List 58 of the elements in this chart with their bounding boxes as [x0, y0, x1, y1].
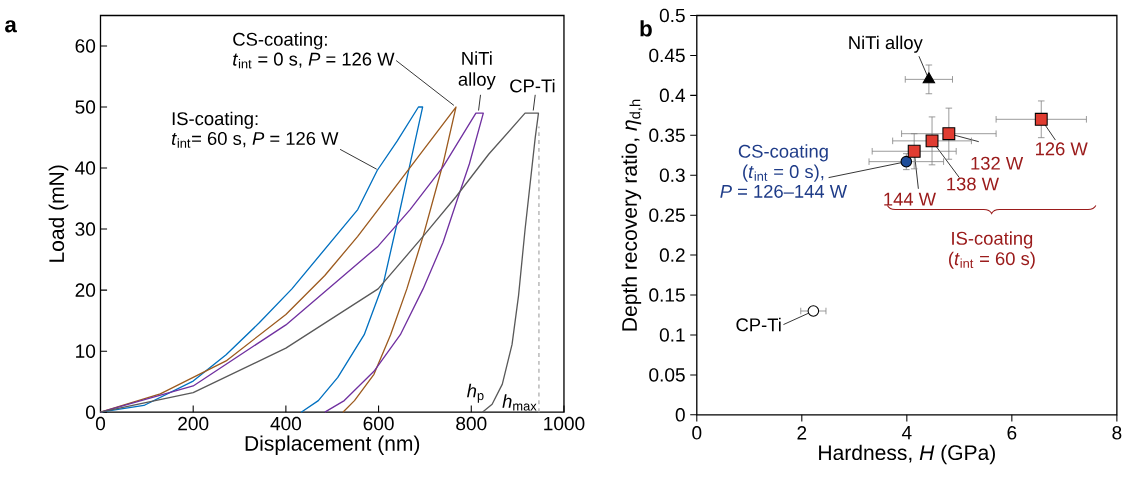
annotation: IS-coating [952, 231, 1033, 249]
chart-title: a [5, 20, 17, 33]
annotation: P = 126–144 W [720, 184, 848, 198]
point [942, 127, 956, 141]
y-tick-label: 0.05 [649, 368, 685, 382]
x-axis-title: Displacement (nm) [245, 435, 420, 455]
annotation: t$_{int}$= 60 s, P = 126 W [171, 131, 339, 148]
annotation: 132 W [971, 156, 1024, 170]
x-tick-label: 0 [692, 425, 702, 440]
annotation: IS-coating: [172, 111, 258, 129]
y-tick-label: 0.1 [659, 328, 685, 342]
x-tick-label: 200 [178, 416, 209, 431]
annotation: 126 W [1036, 142, 1088, 156]
y-tick-label: 0.3 [659, 168, 685, 182]
x-tick-label: 600 [363, 416, 394, 431]
point [922, 72, 936, 84]
ref-line-label: h$_{max}$ [502, 394, 537, 411]
y-tick-label: 0 [85, 405, 96, 419]
point [1034, 112, 1048, 126]
annotation: CS-coating: [233, 32, 327, 50]
annotation: NiTi alloy [849, 35, 923, 53]
annotation: (t$_{int}$ = 0 s), [743, 164, 824, 182]
x-tick-label: 0 [95, 416, 106, 431]
x-tick-label: 6 [1007, 425, 1017, 440]
point [925, 134, 939, 148]
annotation: CS-coating [738, 144, 828, 162]
y-tick-label: 10 [76, 344, 96, 358]
annotation: 144 W [884, 192, 936, 206]
y-axis-title: Load (mN) [48, 165, 69, 262]
y-tick-label: 0.35 [649, 128, 685, 142]
x-tick-label: 800 [456, 416, 487, 431]
annotation: 138 W [947, 177, 999, 191]
y-tick-label: 0.15 [649, 288, 685, 302]
annotation: (t$_{int}$ = 60 s) [949, 251, 1035, 269]
y-tick-label: 40 [75, 161, 96, 175]
y-tick-label: 0.25 [649, 208, 685, 222]
y-tick-label: 0.45 [649, 48, 685, 63]
x-tick-label: 2 [797, 425, 807, 440]
chart-title: b [640, 20, 652, 37]
y-tick-label: 20 [75, 283, 96, 297]
annotation: CP-Ti [510, 78, 555, 93]
point [907, 144, 921, 158]
y-tick-label: 0.2 [659, 248, 685, 262]
annotation: CP-Ti [736, 317, 781, 332]
x-tick-label: 1000 [544, 416, 585, 431]
y-tick-label: 50 [75, 100, 96, 114]
x-tick-label: 4 [901, 425, 912, 440]
annotation: NiTi alloy [458, 51, 496, 90]
x-axis-title: Hardness, H (GPa) [819, 444, 995, 465]
x-tick-label: 400 [270, 416, 302, 431]
y-tick-label: 0.4 [659, 88, 686, 103]
annotation: t$_{int}$ = 0 s, P = 126 W [233, 52, 395, 69]
y-tick-label: 30 [75, 222, 96, 236]
y-tick-label: 60 [75, 39, 96, 53]
annotation: h$_{p}$ [467, 383, 484, 403]
x-tick-label: 8 [1112, 425, 1122, 440]
y-axis-title: Depth recovery ratio, η$_{d,h}$ [621, 99, 643, 331]
y-tick-label: 0.5 [659, 8, 685, 23]
